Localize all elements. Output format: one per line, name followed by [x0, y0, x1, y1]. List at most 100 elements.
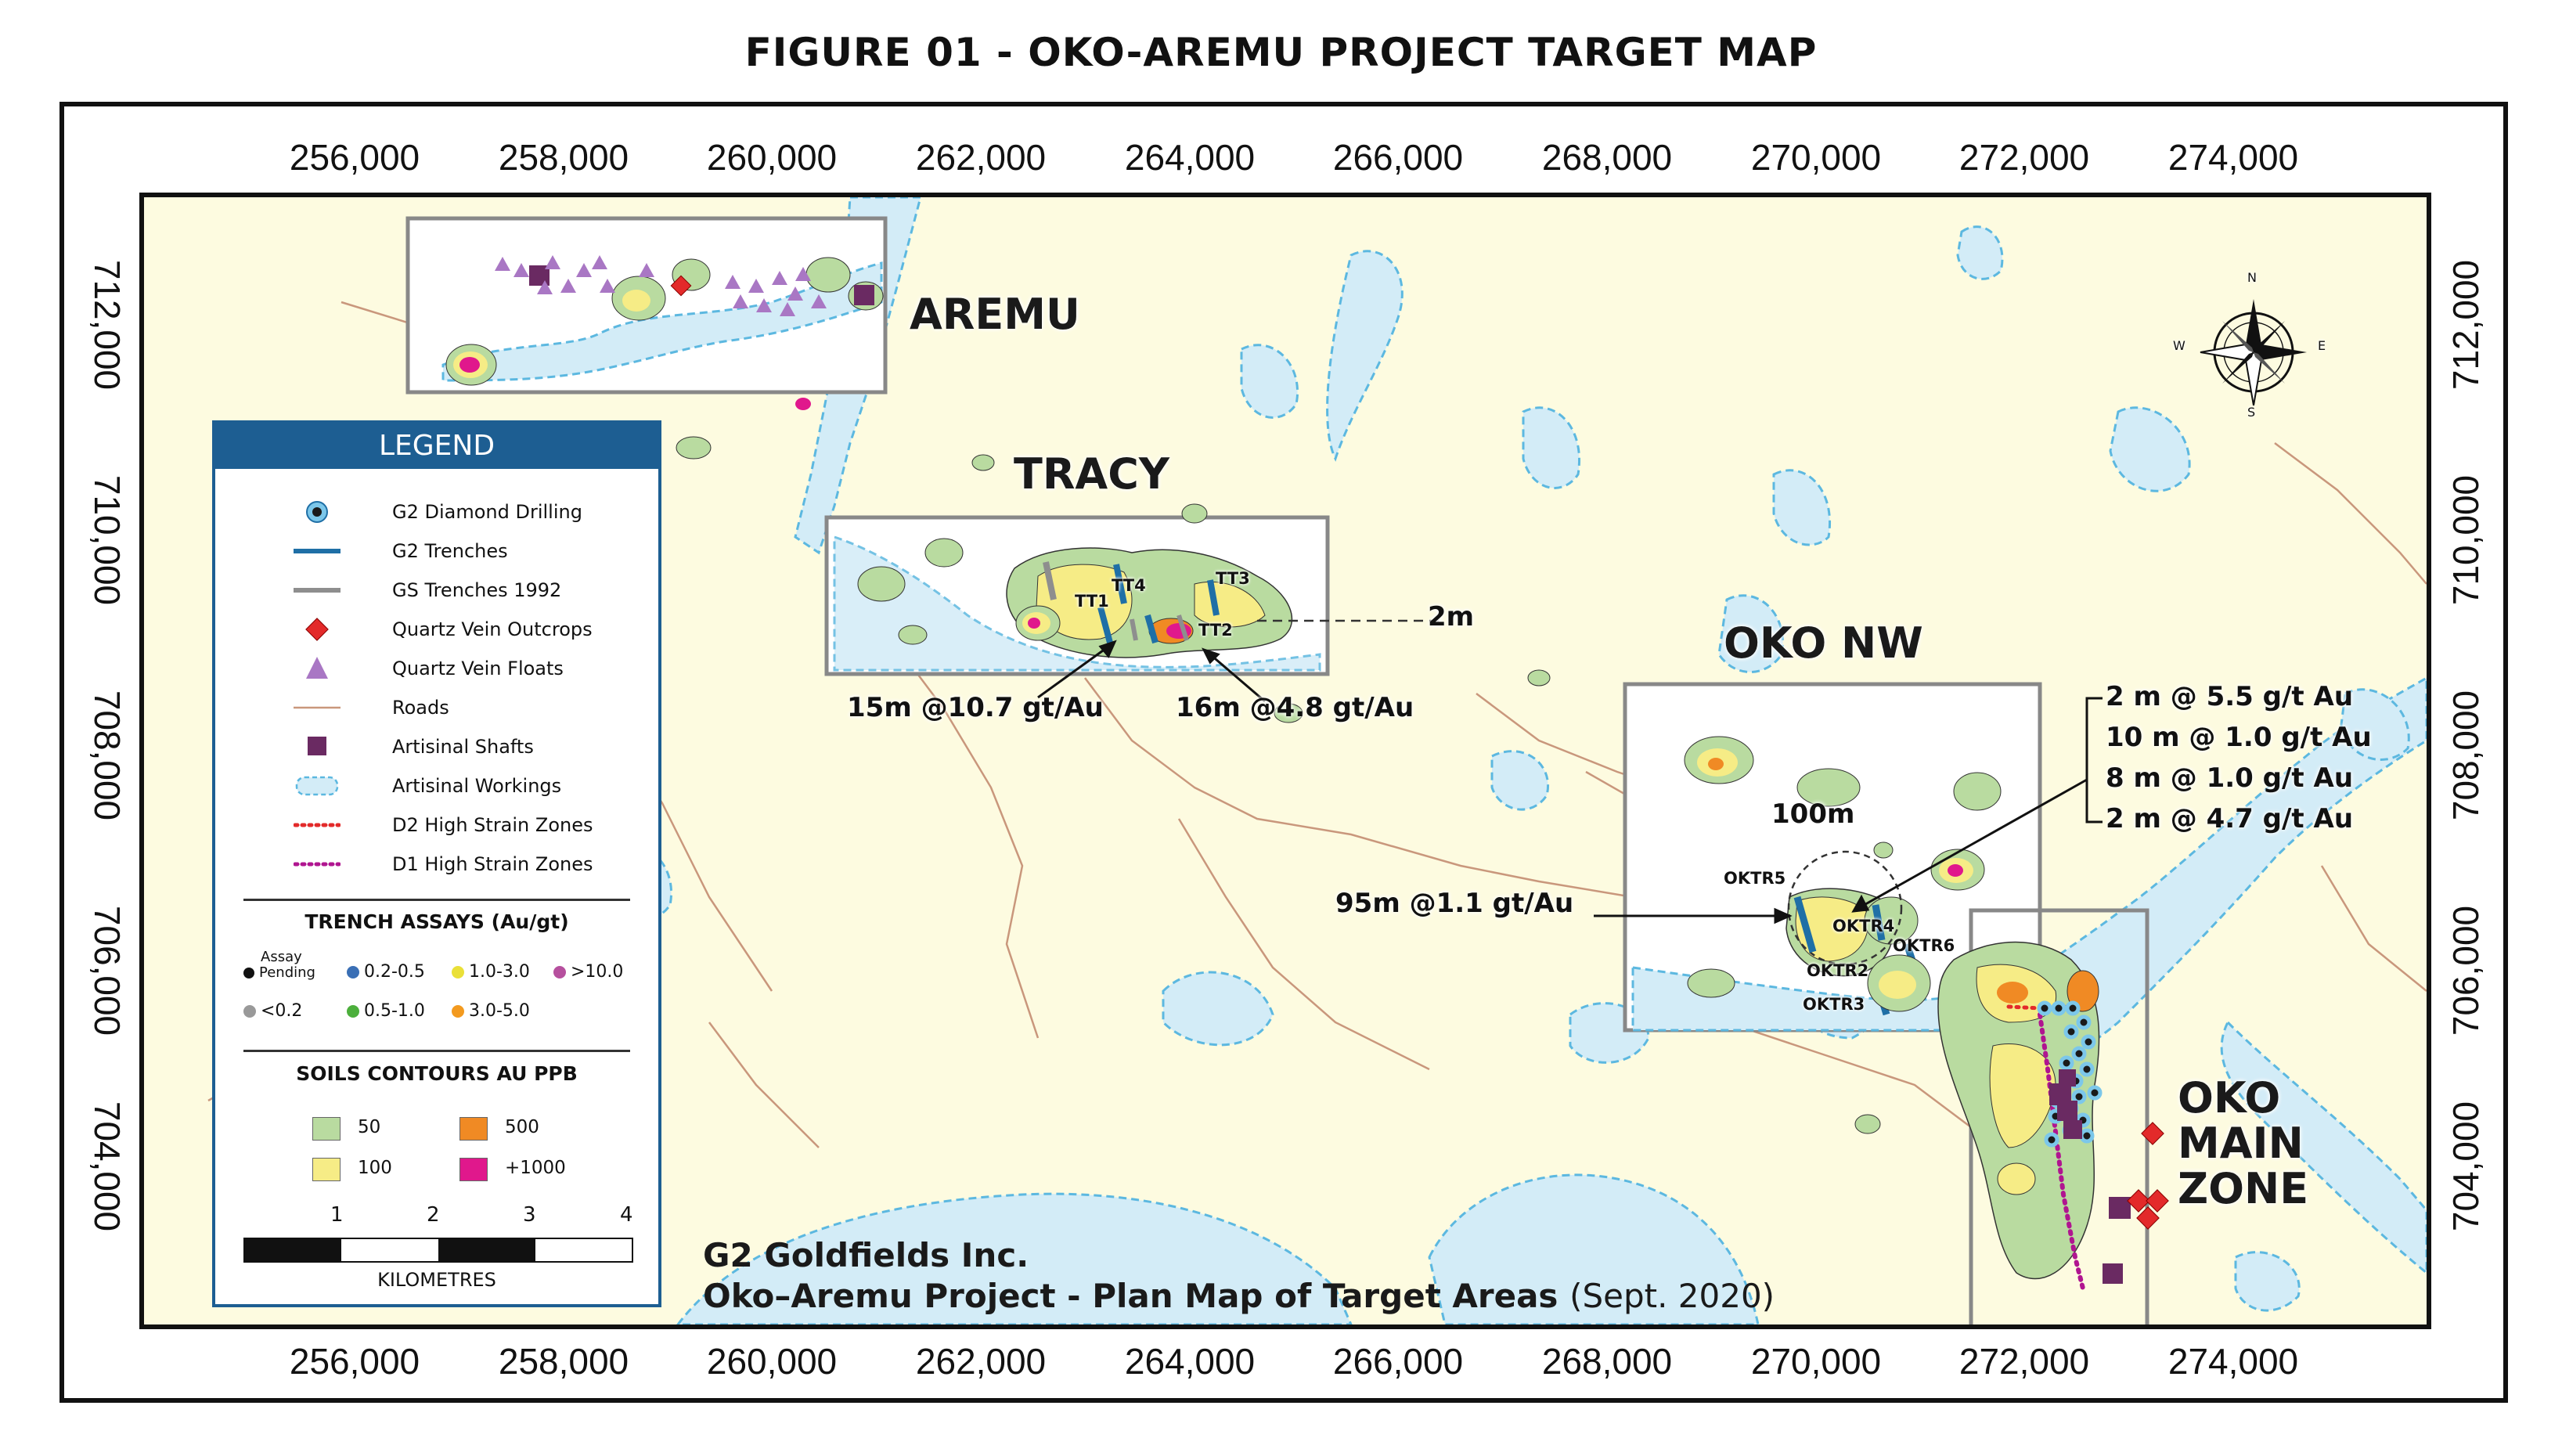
tick-easting: 256,000: [289, 137, 420, 178]
assay-label: 0.5-1.0: [364, 1001, 425, 1021]
tick-easting: 260,000: [706, 1341, 838, 1382]
assay-label: 0.2-0.5: [364, 962, 425, 982]
red-diamond-icon: [305, 618, 329, 641]
oko-main-zone-line3: ZONE: [2178, 1164, 2309, 1213]
assay-item: <0.2: [243, 1001, 302, 1021]
legend-title: LEGEND: [215, 423, 658, 469]
map-panel[interactable]: N S E W: [139, 193, 2431, 1329]
legend-label: Artisinal Workings: [392, 775, 562, 797]
soil-anomalies: [676, 436, 1894, 1134]
magenta-dotted-line-icon: [294, 862, 341, 867]
tick-northing: 712,000: [2445, 259, 2486, 391]
trench-label-tt1: TT1: [1075, 592, 1109, 611]
oko-nw-label: OKO NW: [1724, 618, 1923, 668]
quartz-vein-floats: [495, 255, 827, 316]
scale-number: 4: [620, 1203, 633, 1227]
figure-frame: [59, 102, 2508, 1403]
tick-easting: 268,000: [1541, 137, 1673, 178]
tick-northing: 706,000: [87, 905, 128, 1036]
trench-label-oktr5: OKTR5: [1724, 869, 1786, 888]
tracy-target-area[interactable]: [824, 515, 1445, 676]
trench-assays-title: TRENCH ASSAYS (Au/gt): [304, 910, 569, 933]
aremu-target-area[interactable]: [405, 216, 888, 395]
soil-label: 50: [358, 1117, 381, 1137]
oko-nw-scale-label: 100m: [1771, 798, 1855, 830]
soil-label: +1000: [505, 1158, 566, 1178]
compass-north-label: N: [2247, 270, 2257, 285]
soil-label: 500: [505, 1117, 539, 1137]
tick-easting: 266,000: [1332, 137, 1464, 178]
legend-label: G2 Trenches: [392, 540, 508, 562]
quartz-vein-outcrops: [2127, 1122, 2169, 1230]
red-dotted-line-icon: [294, 823, 341, 827]
map-canvas: [207, 197, 2427, 1324]
legend-label: Quartz Vein Outcrops: [392, 618, 593, 640]
soil-100-swatch: [312, 1158, 341, 1181]
trench-label-oktr3: OKTR3: [1803, 995, 1865, 1014]
legend-label: Quartz Vein Floats: [392, 658, 564, 679]
assay-label: >10.0: [571, 962, 624, 982]
legend-item-quartz-floats: Quartz Vein Floats: [215, 649, 658, 688]
legend-item-gs-trenches: GS Trenches 1992: [215, 571, 658, 610]
soil-1000-swatch: [459, 1158, 488, 1181]
tick-easting: 260,000: [706, 137, 838, 178]
tracy-scale-label: 2m: [1428, 601, 1475, 632]
trench-label-oktr2: OKTR2: [1807, 961, 1869, 980]
legend-item-drilling: G2 Diamond Drilling: [215, 492, 658, 532]
tracy-label: TRACY: [1014, 449, 1169, 499]
legend-label: Artisinal Shafts: [392, 736, 534, 758]
trench-label-tt4: TT4: [1112, 576, 1146, 595]
tick-northing: 708,000: [87, 690, 128, 821]
assay-dot-blue-icon: [347, 966, 359, 978]
tick-northing: 706,000: [2445, 905, 2486, 1036]
legend-item-shafts: Artisinal Shafts: [215, 727, 658, 766]
trench-label-oktr4: OKTR4: [1832, 917, 1895, 935]
tick-easting: 274,000: [2167, 1341, 2299, 1382]
assay-item: 0.2-0.5: [347, 962, 425, 982]
oko-nw-target-area[interactable]: [1623, 682, 2042, 1033]
assay-dot-pending-icon: [243, 968, 254, 978]
tick-easting: 274,000: [2167, 137, 2299, 178]
credit-company: G2 Goldfields Inc.: [703, 1236, 1029, 1274]
tick-northing: 704,000: [2445, 1101, 2486, 1232]
trench-label-tt3: TT3: [1216, 569, 1250, 588]
legend-divider: [243, 1050, 630, 1052]
scale-bar-graphic: [243, 1238, 633, 1263]
tick-northing: 710,000: [87, 474, 128, 606]
tick-easting: 262,000: [915, 1341, 1047, 1382]
tick-northing: 712,000: [87, 259, 128, 391]
assay-dot-yellow-icon: [452, 966, 464, 978]
assay-item: 0.5-1.0: [347, 1001, 425, 1021]
legend-item-g2-trenches: G2 Trenches: [215, 532, 658, 571]
drillhole-icon: [306, 501, 328, 523]
trench-label-oktr6: OKTR6: [1893, 936, 1955, 955]
oko-main-target-area[interactable]: [1867, 908, 2149, 1324]
callout-arrows: [1037, 640, 2103, 924]
tracy-right-result: 16m @4.8 gt/Au: [1176, 692, 1414, 723]
purple-square-icon: [308, 737, 326, 755]
assay-pending-row: Pending: [243, 965, 315, 981]
soil-50-swatch: [312, 1117, 341, 1141]
legend: LEGEND G2 Diamond Drilling G2 Trenches G…: [212, 420, 661, 1307]
assay-dot-orange-icon: [452, 1005, 464, 1018]
tick-easting: 258,000: [498, 1341, 629, 1382]
workings-icon: [295, 776, 339, 796]
credit-project: Oko–Aremu Project - Plan Map of Target A…: [703, 1277, 1558, 1315]
legend-item-roads: Roads: [215, 688, 658, 727]
figure-title: FIGURE 01 - OKO-AREMU PROJECT TARGET MAP: [744, 30, 1818, 75]
assay-item: >10.0: [553, 962, 623, 982]
credit-description: Oko–Aremu Project - Plan Map of Target A…: [703, 1276, 1775, 1317]
assay-pending-top: Assay: [261, 949, 302, 965]
blue-line-icon: [294, 549, 341, 553]
oko-nw-result: 95m @1.1 gt/Au: [1335, 888, 1574, 919]
assay-pending-bottom: Pending: [259, 964, 315, 981]
tick-northing: 710,000: [2445, 474, 2486, 606]
tick-easting: 264,000: [1124, 137, 1256, 178]
soil-label: 100: [358, 1158, 392, 1178]
compass-rose: [2200, 299, 2307, 406]
tick-easting: 266,000: [1332, 1341, 1464, 1382]
grey-line-icon: [294, 588, 341, 593]
scale-number: 2: [427, 1203, 440, 1227]
legend-item-workings: Artisinal Workings: [215, 766, 658, 805]
oko-main-results: 2 m @ 5.5 g/t Au 10 m @ 1.0 g/t Au 8 m @…: [2106, 676, 2372, 839]
